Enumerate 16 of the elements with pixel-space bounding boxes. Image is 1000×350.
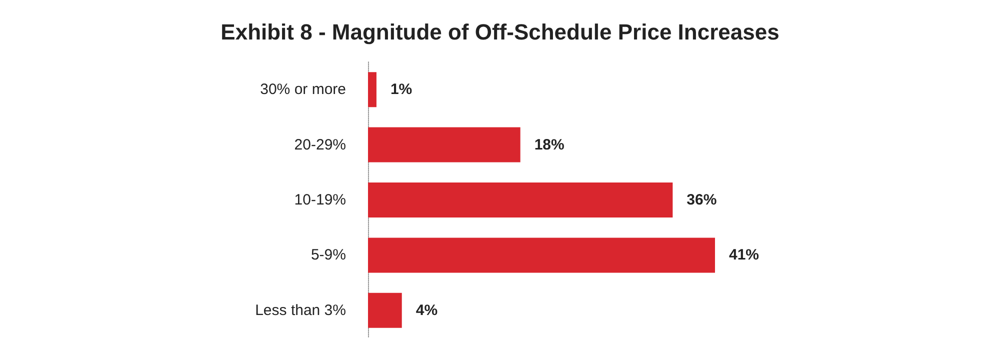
bar	[368, 72, 376, 108]
data-label: 4%	[416, 302, 438, 319]
y-tick-label: 20-29%	[294, 136, 346, 154]
data-label: 1%	[390, 81, 412, 98]
y-tick-label: 5-9%	[310, 246, 346, 264]
data-label: 36%	[686, 192, 717, 208]
bar	[368, 182, 673, 218]
y-tick-label: 30% or more	[260, 81, 346, 98]
bar	[368, 127, 520, 162]
bar	[368, 292, 402, 328]
chart-title: Exhibit 8 - Magnitude of Off-Schedule Price Increases	[220, 20, 780, 44]
data-label: 41%	[729, 246, 760, 264]
y-tick-label: Less than 3%	[255, 302, 346, 319]
data-label: 18%	[534, 136, 564, 154]
y-tick-label: 10-19%	[294, 192, 346, 208]
bar	[368, 238, 715, 273]
